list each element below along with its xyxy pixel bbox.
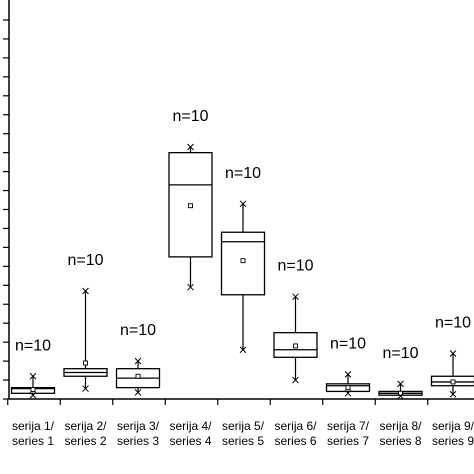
box-9 — [430, 350, 474, 398]
mean-marker — [188, 203, 193, 209]
marker-stroke — [239, 346, 247, 354]
box-iqr — [273, 332, 318, 358]
category-label-1: serija 1/series 1 — [12, 419, 55, 448]
max-marker — [239, 200, 247, 208]
mean-marker — [240, 258, 246, 264]
marker-stroke — [344, 389, 352, 397]
category-label-7: serija 7/series 7 — [327, 419, 370, 448]
category-label-6: serija 6/series 6 — [274, 419, 317, 448]
min-marker — [449, 390, 457, 398]
max-marker — [82, 287, 89, 295]
category-label-2: serija 2/series 2 — [64, 419, 107, 448]
marker-stroke — [397, 392, 404, 400]
box-8 — [378, 380, 423, 400]
box-series — [10, 143, 474, 400]
category-label-line: serija 7/ — [327, 419, 370, 433]
marker-stroke — [344, 371, 352, 378]
x-axis-ticks — [7, 399, 429, 405]
mean-marker — [293, 343, 298, 349]
category-label-line: series 6 — [274, 434, 316, 448]
category-label-line: serija 3/ — [117, 419, 160, 433]
sample-size-labels: n=10 n=10 n=10 n=10 n=10 n=10 n=10 n=10 n=10 — [15, 108, 471, 362]
category-label-line: serija 1/ — [12, 419, 55, 433]
category-label-line: series 5 — [222, 434, 264, 448]
mean-marker — [83, 360, 88, 366]
mean-marker — [398, 390, 403, 396]
mean-marker — [135, 373, 141, 379]
category-label-line: series 4 — [169, 434, 211, 448]
category-label-9: serija 9/series 9 — [432, 419, 474, 448]
category-label-4: serija 4/series 4 — [169, 419, 212, 448]
box-iqr — [220, 231, 266, 296]
category-label-line: serija 6/ — [274, 419, 317, 433]
category-label-line: series 3 — [117, 434, 159, 448]
category-label-3: serija 3/series 3 — [117, 419, 160, 448]
box-4 — [168, 143, 213, 291]
mean-marker — [345, 385, 351, 391]
category-label-5: serija 5/series 5 — [222, 419, 265, 448]
n-label-7: n=10 — [330, 335, 366, 352]
marker-stroke — [29, 372, 37, 380]
category-label-8: serija 8/series 8 — [379, 419, 422, 448]
marker-stroke — [134, 357, 142, 365]
n-label-5: n=10 — [225, 165, 261, 182]
marker-stroke — [449, 350, 457, 357]
box-5 — [220, 200, 266, 354]
y-axis-ticks — [3, 19, 9, 400]
mean-marker — [450, 379, 456, 385]
min-marker — [187, 283, 194, 291]
max-marker — [292, 293, 299, 301]
category-label-line: series 1 — [12, 434, 54, 448]
min-marker — [397, 392, 404, 400]
category-label-line: serija 8/ — [379, 419, 422, 433]
n-label-9: n=10 — [435, 315, 471, 332]
max-marker — [344, 371, 352, 378]
category-label-line: series 2 — [64, 434, 106, 448]
n-label-1: n=10 — [15, 337, 51, 354]
marker-stroke — [82, 385, 89, 392]
max-marker — [449, 350, 457, 357]
marker-stroke — [397, 380, 404, 388]
max-marker — [134, 357, 142, 365]
category-label-line: serija 5/ — [222, 419, 265, 433]
marker-stroke — [134, 389, 142, 396]
mean-marker — [30, 387, 36, 392]
box-3 — [115, 357, 161, 396]
n-label-3: n=10 — [120, 322, 156, 339]
n-label-6: n=10 — [277, 258, 313, 275]
marker-stroke — [82, 287, 89, 295]
marker-stroke — [187, 143, 194, 151]
category-label-line: series 9 — [432, 434, 474, 448]
box-2 — [63, 287, 108, 392]
n-label-8: n=10 — [382, 345, 418, 362]
box-1 — [10, 372, 56, 399]
n-label-2: n=10 — [67, 252, 103, 269]
marker-stroke — [292, 376, 299, 384]
marker-stroke — [187, 283, 194, 291]
min-marker — [292, 376, 299, 384]
category-label-line: serija 4/ — [169, 419, 212, 433]
category-label-line: serija 9/ — [432, 419, 474, 433]
marker-stroke — [239, 200, 247, 208]
box-6 — [273, 293, 318, 384]
min-marker — [134, 389, 142, 396]
max-marker — [29, 372, 37, 380]
min-marker — [29, 391, 37, 399]
min-marker — [239, 346, 247, 354]
marker-stroke — [29, 391, 37, 399]
max-marker — [397, 380, 404, 388]
box-7 — [325, 371, 371, 397]
category-label-line: series 8 — [379, 434, 421, 448]
max-marker — [187, 143, 194, 151]
min-marker — [344, 389, 352, 397]
category-label-line: serija 2/ — [64, 419, 107, 433]
n-label-4: n=10 — [172, 108, 208, 125]
category-label-line: series 7 — [327, 434, 369, 448]
min-marker — [82, 385, 89, 392]
marker-stroke — [449, 390, 457, 398]
marker-stroke — [292, 293, 299, 301]
